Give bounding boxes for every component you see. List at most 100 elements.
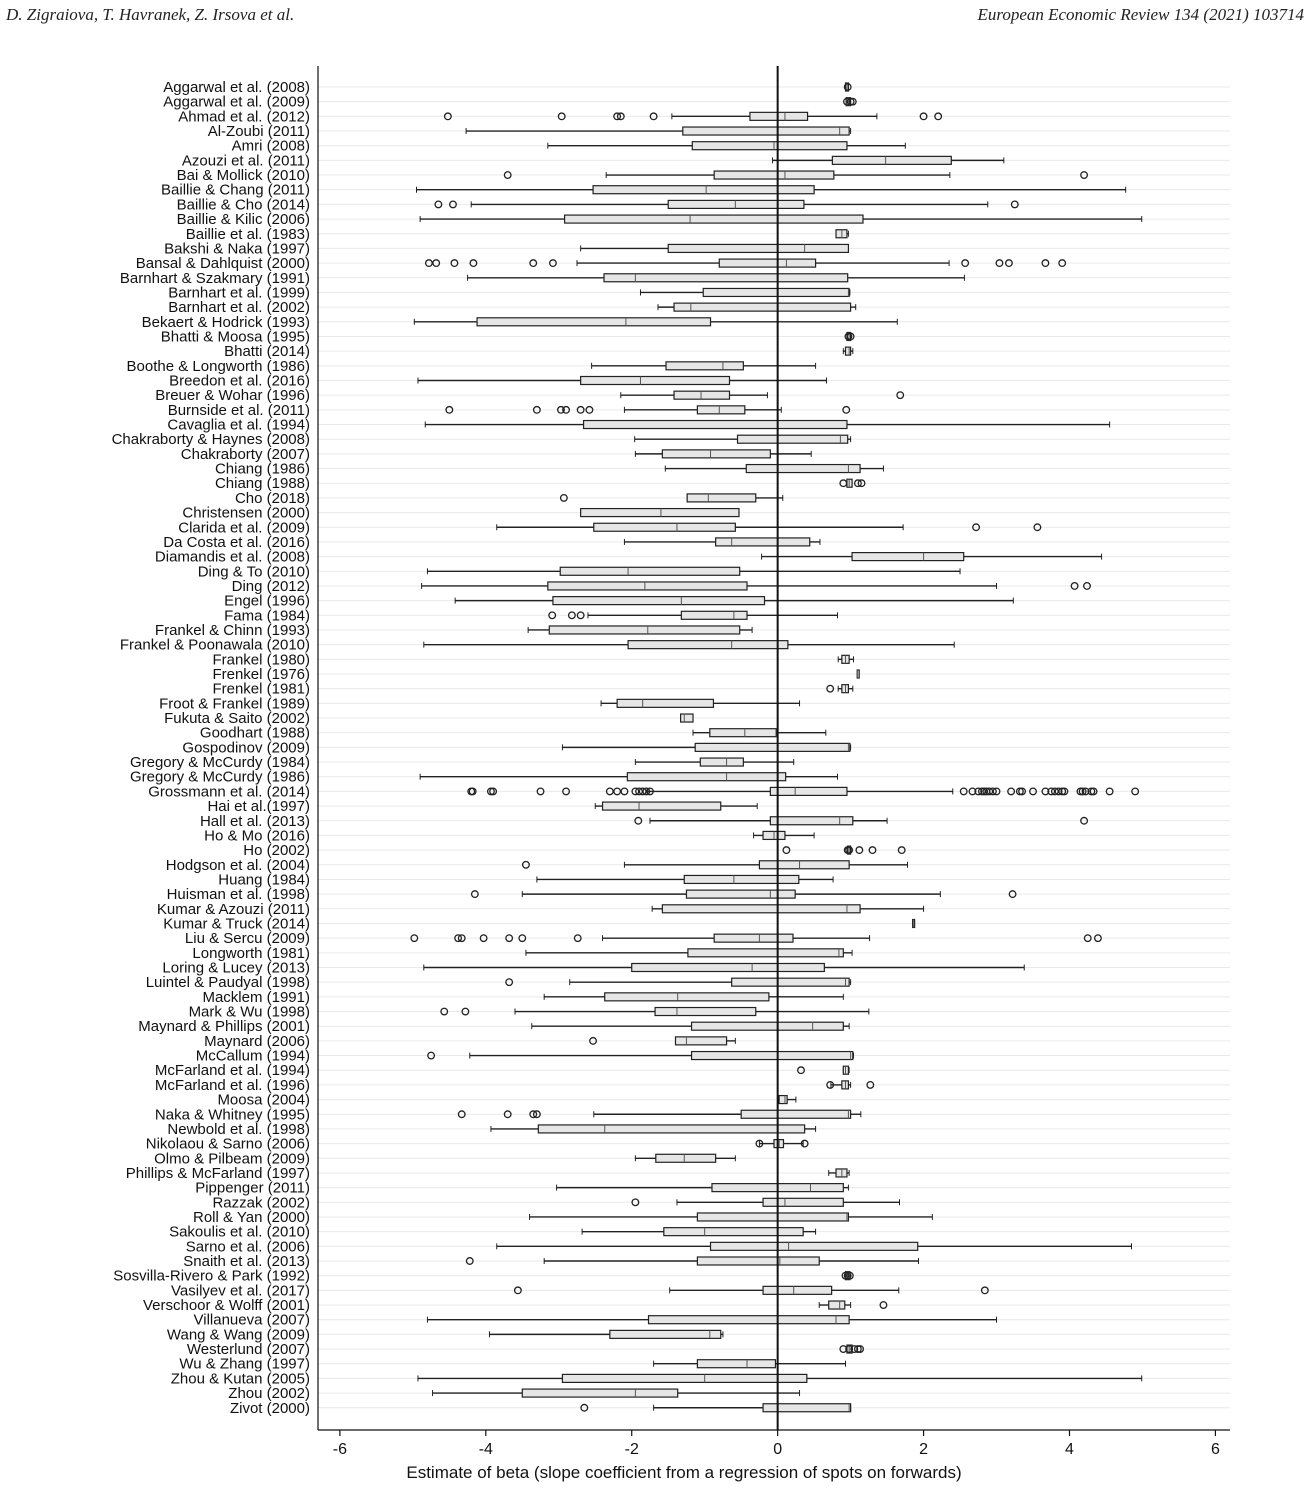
study-label: Barnhart et al. (2002) [168,299,310,316]
study-label: Ho & Mo (2016) [204,827,310,844]
outlier-point [613,112,622,121]
outlier-point [427,1051,436,1060]
study-box-group [620,390,905,400]
iqr-box [552,596,766,606]
study-box-group [503,170,1089,180]
outlier-point [457,934,466,943]
outlier-point [853,1345,862,1353]
study-box-group [531,1021,850,1031]
x-tick-label: 0 [773,1441,782,1458]
iqr-box [476,317,712,327]
study-box-group [797,1065,850,1075]
outlier-point [826,684,835,693]
iqr-box [694,742,851,752]
study-label: Nikolaou & Sarno (2006) [146,1136,310,1153]
study-label: Fama (1984) [224,607,310,624]
study-label: Wang & Wang (2009) [167,1326,310,1343]
outlier-point [755,1139,764,1148]
study-box-group [580,1403,852,1413]
study-box-group [432,1388,801,1398]
study-box-group [580,243,850,254]
study-box-group [556,1183,849,1193]
study-box-group [421,581,1091,591]
outlier-point [532,405,541,414]
study-box-group [443,111,943,121]
study-label: Kumar & Azouzi (2011) [157,901,310,918]
iqr-box [627,640,789,650]
study-label: McCallum (1994) [196,1048,310,1065]
study-box-group [680,713,694,723]
running-header-journal: European Economic Review 134 (2021) 1037… [977,5,1304,24]
study-label: Baillie et al. (1983) [186,226,310,243]
outlier-point [576,611,585,620]
study-label: Baillie & Chang (2011) [161,182,310,199]
outlier-point [856,1345,865,1353]
iqr-box [718,258,817,268]
study-box-group [844,331,855,342]
study-label: Aggarwal et al. (2008) [163,79,310,96]
study-label: Frankel & Chinn (1993) [155,622,310,639]
study-box-group [639,287,851,298]
iqr-box [762,1403,852,1413]
study-box-group [423,640,955,650]
outlier-point [959,787,968,796]
outlier-point [879,1301,888,1309]
iqr-box [736,434,849,444]
study-box-group [631,1197,900,1207]
iqr-box [831,155,952,165]
iqr-box [655,1153,717,1163]
outlier-point [857,479,866,488]
outlier-point [638,787,647,796]
outlier-point [845,1271,854,1280]
outlier-point [995,259,1004,268]
study-label: Christensen (2000) [182,505,310,522]
study-label: Moosa (2004) [217,1092,310,1109]
outlier-point [846,332,855,341]
iqr-box [758,860,850,870]
study-box-group [772,155,1005,165]
outlier-point [635,787,643,796]
iqr-box [749,111,809,121]
outlier-point [1047,787,1056,796]
study-box-group [828,1168,850,1178]
study-box-group [423,962,1025,973]
study-box-group [527,625,753,635]
study-box-group [634,757,795,767]
outlier-point [1033,523,1042,532]
iqr-box [661,904,861,914]
outlier-point [1089,787,1098,796]
study-label: Bekaert & Hodrick (1993) [142,314,310,331]
outlier-point [848,97,857,106]
study-box-group [424,258,1067,268]
study-label: Ahmad et al. (2012) [178,108,310,125]
study-label: Liu & Sercu (2009) [185,930,310,947]
iqr-box [696,1212,850,1222]
outlier-point [469,259,478,268]
study-label: Al-Zoubi (2011) [208,123,310,140]
study-box-group [529,1212,933,1222]
outlier-point [843,1271,852,1280]
study-label: Luintel & Paudyal (1998) [146,974,310,991]
iqr-box [680,713,694,723]
outlier-point [573,934,582,943]
study-label: Azouzi et al. (2011) [182,152,310,169]
study-box-group [427,1050,855,1061]
outlier-point [855,846,864,855]
outlier-point [980,1286,989,1295]
outlier-point [529,1110,538,1119]
outlier-point [919,112,928,121]
iqr-box [626,772,787,782]
iqr-box [851,551,965,562]
outlier-point [1018,787,1027,796]
iqr-box [616,698,715,708]
study-box-group [580,507,740,518]
study-box-group [505,977,852,987]
study-label: Sarno et al. (2006) [186,1238,310,1255]
study-label: Engel (1996) [224,593,310,610]
study-box-group [651,904,925,914]
study-box-group [755,1138,809,1149]
iqr-box [713,170,835,180]
outlier-point [505,934,514,943]
outlier-point [1015,787,1024,796]
study-label: McFarland et al. (1994) [155,1062,310,1079]
